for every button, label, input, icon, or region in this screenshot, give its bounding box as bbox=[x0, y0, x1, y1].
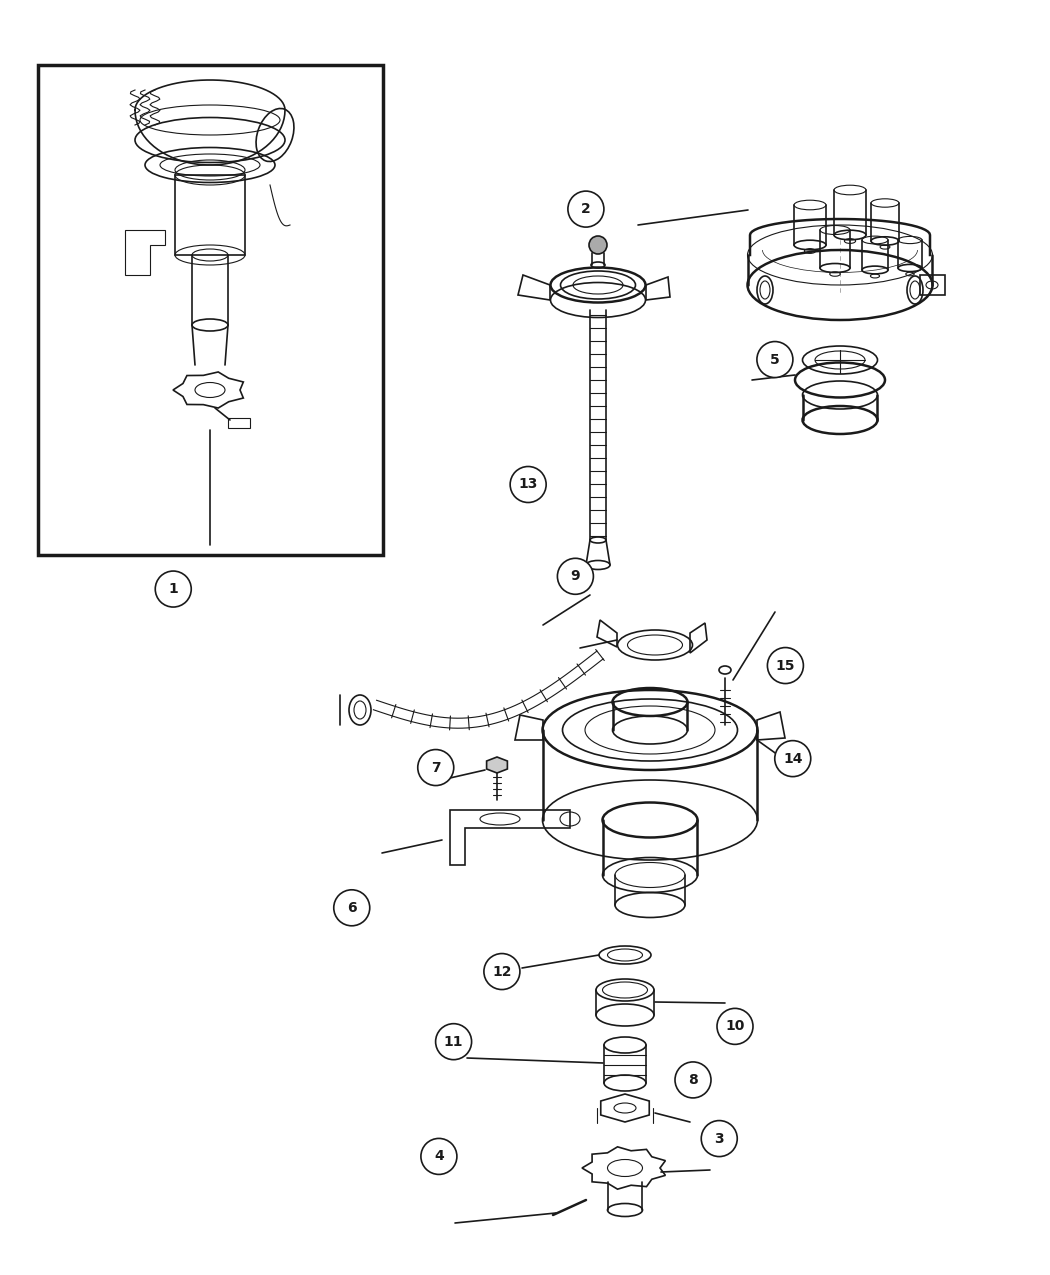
Text: 6: 6 bbox=[346, 901, 357, 914]
Bar bbox=[228, 418, 250, 428]
Text: 4: 4 bbox=[434, 1150, 444, 1163]
Circle shape bbox=[775, 741, 811, 776]
Circle shape bbox=[757, 342, 793, 377]
Bar bbox=[920, 275, 945, 295]
Circle shape bbox=[436, 1024, 471, 1060]
Circle shape bbox=[558, 558, 593, 594]
Text: 13: 13 bbox=[519, 478, 538, 491]
Text: 1: 1 bbox=[168, 583, 178, 595]
Bar bbox=[175, 175, 245, 255]
Circle shape bbox=[334, 890, 370, 926]
Text: 10: 10 bbox=[726, 1020, 744, 1033]
Circle shape bbox=[484, 954, 520, 989]
Circle shape bbox=[155, 571, 191, 607]
Text: 2: 2 bbox=[581, 203, 591, 215]
Text: 3: 3 bbox=[714, 1132, 724, 1145]
Text: 12: 12 bbox=[492, 965, 511, 978]
Text: 7: 7 bbox=[430, 761, 441, 774]
Text: 14: 14 bbox=[783, 752, 802, 765]
Circle shape bbox=[675, 1062, 711, 1098]
Text: 8: 8 bbox=[688, 1074, 698, 1086]
Circle shape bbox=[701, 1121, 737, 1156]
Text: 15: 15 bbox=[776, 659, 795, 672]
Text: 11: 11 bbox=[444, 1035, 463, 1048]
Circle shape bbox=[589, 236, 607, 254]
Circle shape bbox=[717, 1009, 753, 1044]
Polygon shape bbox=[486, 757, 507, 773]
Text: 5: 5 bbox=[770, 353, 780, 366]
Circle shape bbox=[568, 191, 604, 227]
Circle shape bbox=[510, 467, 546, 502]
Circle shape bbox=[418, 750, 454, 785]
Text: 9: 9 bbox=[570, 570, 581, 583]
Circle shape bbox=[768, 648, 803, 683]
Circle shape bbox=[421, 1139, 457, 1174]
Bar bbox=[38, 65, 383, 555]
